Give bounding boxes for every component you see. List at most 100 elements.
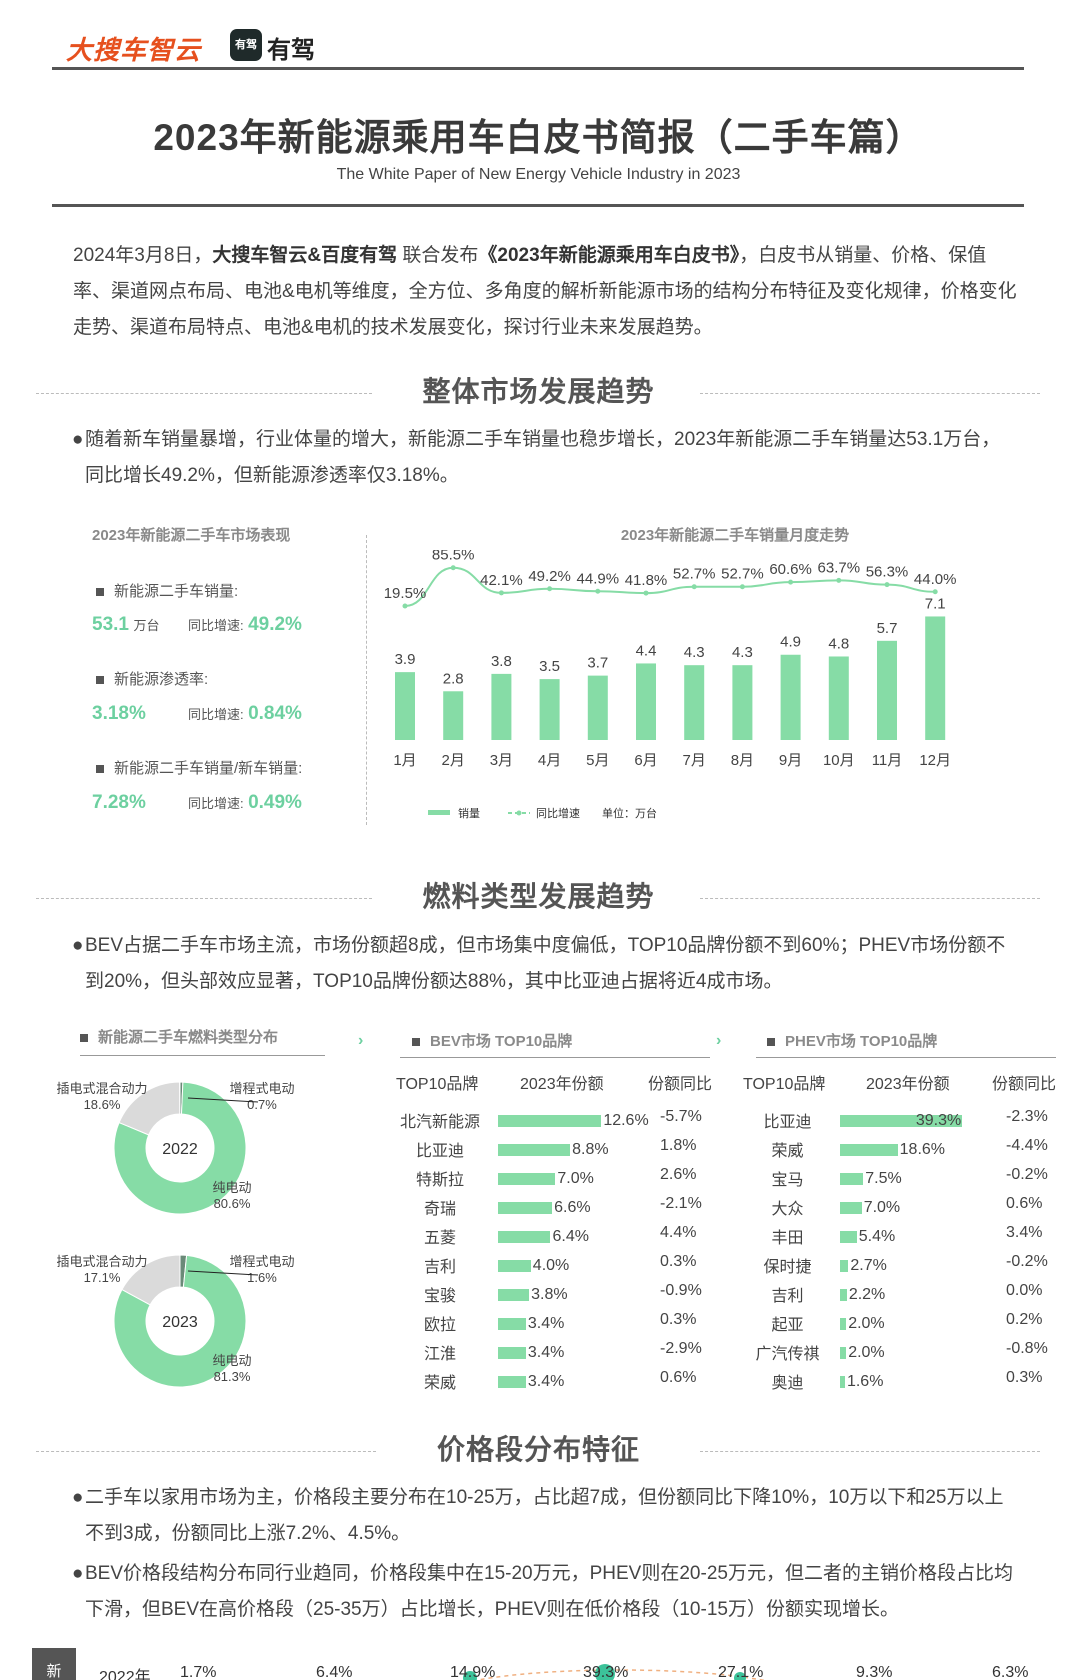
kpi-value: 7.28%: [92, 792, 146, 813]
kpi-growth: 同比增速: 0.84%: [188, 703, 302, 724]
erev-slice-label-name: 增程式电动: [229, 1254, 294, 1269]
share-bar: [840, 1318, 847, 1330]
bev-header-brand: TOP10品牌: [396, 1076, 479, 1093]
month-tick-label: 6月: [634, 752, 657, 769]
sales-bar-label: 3.9: [395, 651, 416, 668]
erev-leader-line: [187, 1270, 259, 1276]
sales-bar: [587, 675, 608, 740]
yoy-value: 3.4%: [1006, 1224, 1043, 1241]
share-value: 39.3%: [915, 1112, 962, 1129]
sales-bar: [539, 679, 560, 740]
sales-bar: [636, 663, 656, 740]
growth-point: [884, 582, 890, 588]
bev-slice-label-value: 81.3%: [214, 1369, 251, 1384]
erev-slice-label-name: 增程式电动: [229, 1081, 294, 1096]
share-bar: [498, 1202, 553, 1214]
share-value: 2.0%: [848, 1344, 885, 1361]
table-row-brand: 吉利: [771, 1288, 804, 1305]
yoy-value: 2.6%: [660, 1166, 697, 1183]
legend-unit: 单位：万台: [602, 806, 657, 820]
kpi-label: 新能源二手车销量:: [96, 580, 238, 601]
share-bar: [840, 1376, 845, 1388]
yoy-value: 0.6%: [660, 1369, 697, 1386]
growth-label: 41.8%: [625, 572, 668, 589]
phev-top10-table: TOP10品牌 2023年份额 份额同比 比亚迪 39.3% -2.3% 荣威 18.6…: [740, 1070, 1060, 1392]
table-row-brand: 欧拉: [423, 1317, 456, 1334]
yoy-value: -5.7%: [660, 1108, 702, 1125]
growth-label: 52.7%: [673, 566, 716, 583]
sales-bar: [443, 691, 464, 740]
yoy-value: -2.9%: [660, 1340, 702, 1357]
phev-title-rule: [756, 1057, 1056, 1058]
yoy-value: -0.2%: [1006, 1166, 1048, 1183]
month-tick-label: 10月: [823, 752, 855, 769]
yoy-value: -2.3%: [1006, 1108, 1048, 1125]
table-row-brand: 宝马: [771, 1172, 804, 1189]
share-value: 3.4%: [527, 1344, 565, 1361]
kpi-value: 3.18%: [92, 703, 146, 724]
share-value: 7.5%: [865, 1170, 902, 1187]
section-title-fuel: 燃料类型发展趋势: [422, 881, 655, 912]
legend-sales-swatch: [428, 810, 450, 815]
share-value: 7.0%: [557, 1170, 594, 1187]
sales-bar-label: 3.7: [587, 655, 608, 672]
growth-label: 56.3%: [866, 564, 909, 581]
share-bar: [840, 1144, 898, 1156]
section-divider: [700, 898, 1040, 899]
section-title-market: 整体市场发展趋势: [422, 376, 655, 407]
month-tick-label: 1月: [393, 752, 416, 769]
legend-growth-label: 同比增速: [536, 806, 580, 820]
price-tab: 新: [32, 1648, 76, 1680]
price-row-value: 27.1%: [718, 1664, 764, 1680]
sales-bar-label: 4.3: [732, 644, 753, 661]
share-value: 3.4%: [527, 1315, 565, 1332]
fuel-title-rule: [80, 1055, 325, 1056]
growth-point: [836, 577, 842, 583]
month-tick-label: 2月: [442, 752, 465, 769]
phev-header-yoy: 份额同比: [992, 1076, 1057, 1093]
table-row-brand: 宝骏: [423, 1288, 456, 1305]
header-rule: [52, 67, 1024, 70]
growth-point: [691, 584, 697, 590]
growth-point: [932, 589, 938, 595]
chart-title: 2023年新能源二手车销量月度走势: [620, 527, 850, 544]
sales-bar: [491, 673, 512, 740]
sales-bar-label: 4.8: [828, 635, 849, 652]
share-value: 8.8%: [572, 1141, 609, 1158]
bev-slice-label-name: 纯电动: [212, 1353, 251, 1368]
page-title: 2023年新能源乘用车白皮书简报（二手车篇）: [153, 117, 924, 158]
share-value: 12.6%: [603, 1112, 649, 1129]
month-tick-label: 12月: [919, 752, 951, 769]
price-row-value: 9.3%: [856, 1664, 893, 1680]
yoy-value: -4.4%: [1006, 1137, 1048, 1154]
table-row-brand: 广汽传祺: [755, 1346, 820, 1363]
dasouche-logo: 大搜车智云: [66, 35, 202, 65]
legend-growth-dot: [516, 810, 522, 816]
sales-bar: [877, 640, 897, 740]
table-row-brand: 丰田: [771, 1230, 804, 1247]
section-divider: [36, 1451, 376, 1452]
erev-leader-line: [187, 1097, 259, 1103]
donut-slice: [118, 1081, 181, 1136]
donut-year: 2023: [162, 1314, 198, 1331]
bev-title-rule: [400, 1057, 710, 1058]
table-row-brand: 五菱: [423, 1230, 456, 1247]
yoy-value: 4.4%: [660, 1224, 697, 1241]
bev-slice-label-name: 纯电动: [212, 1180, 251, 1195]
share-bar: [498, 1260, 531, 1272]
share-value: 6.4%: [552, 1228, 589, 1245]
share-value: 18.6%: [899, 1141, 946, 1158]
sales-bar: [828, 656, 849, 740]
growth-point: [402, 603, 408, 609]
price-row-value: 1.7%: [180, 1664, 217, 1680]
sales-bar: [780, 654, 801, 740]
growth-label: 60.6%: [769, 561, 812, 578]
growth-label: 52.7%: [721, 566, 764, 583]
phev-slice-label-value: 17.1%: [84, 1270, 121, 1285]
sales-bar-label: 7.1: [925, 595, 946, 612]
youjia-logo-icon: 有驾: [230, 29, 262, 61]
share-value: 2.0%: [848, 1315, 885, 1332]
share-bar: [840, 1347, 847, 1359]
share-bar: [498, 1115, 602, 1127]
yoy-value: -0.8%: [1006, 1340, 1048, 1357]
